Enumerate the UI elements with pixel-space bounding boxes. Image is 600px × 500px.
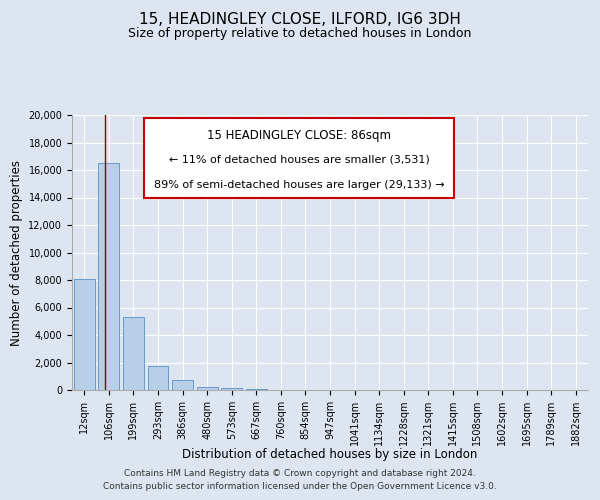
Bar [74, 278, 95, 390]
Y-axis label: Number of detached properties: Number of detached properties [10, 160, 23, 346]
Text: 15, HEADINGLEY CLOSE, ILFORD, IG6 3DH: 15, HEADINGLEY CLOSE, ILFORD, IG6 3DH [139, 12, 461, 28]
Text: Contains HM Land Registry data © Crown copyright and database right 2024.: Contains HM Land Registry data © Crown c… [124, 468, 476, 477]
Bar [148, 366, 169, 390]
Text: Contains public sector information licensed under the Open Government Licence v3: Contains public sector information licen… [103, 482, 497, 491]
Text: 89% of semi-detached houses are larger (29,133) →: 89% of semi-detached houses are larger (… [154, 180, 445, 190]
Text: Size of property relative to detached houses in London: Size of property relative to detached ho… [128, 28, 472, 40]
Bar [98, 163, 119, 390]
Bar [172, 380, 193, 390]
Bar [123, 317, 144, 390]
FancyBboxPatch shape [144, 118, 454, 198]
Bar [197, 386, 218, 390]
X-axis label: Distribution of detached houses by size in London: Distribution of detached houses by size … [182, 448, 478, 461]
Text: 15 HEADINGLEY CLOSE: 86sqm: 15 HEADINGLEY CLOSE: 86sqm [207, 128, 391, 142]
Text: ← 11% of detached houses are smaller (3,531): ← 11% of detached houses are smaller (3,… [169, 155, 430, 165]
Bar [221, 388, 242, 390]
